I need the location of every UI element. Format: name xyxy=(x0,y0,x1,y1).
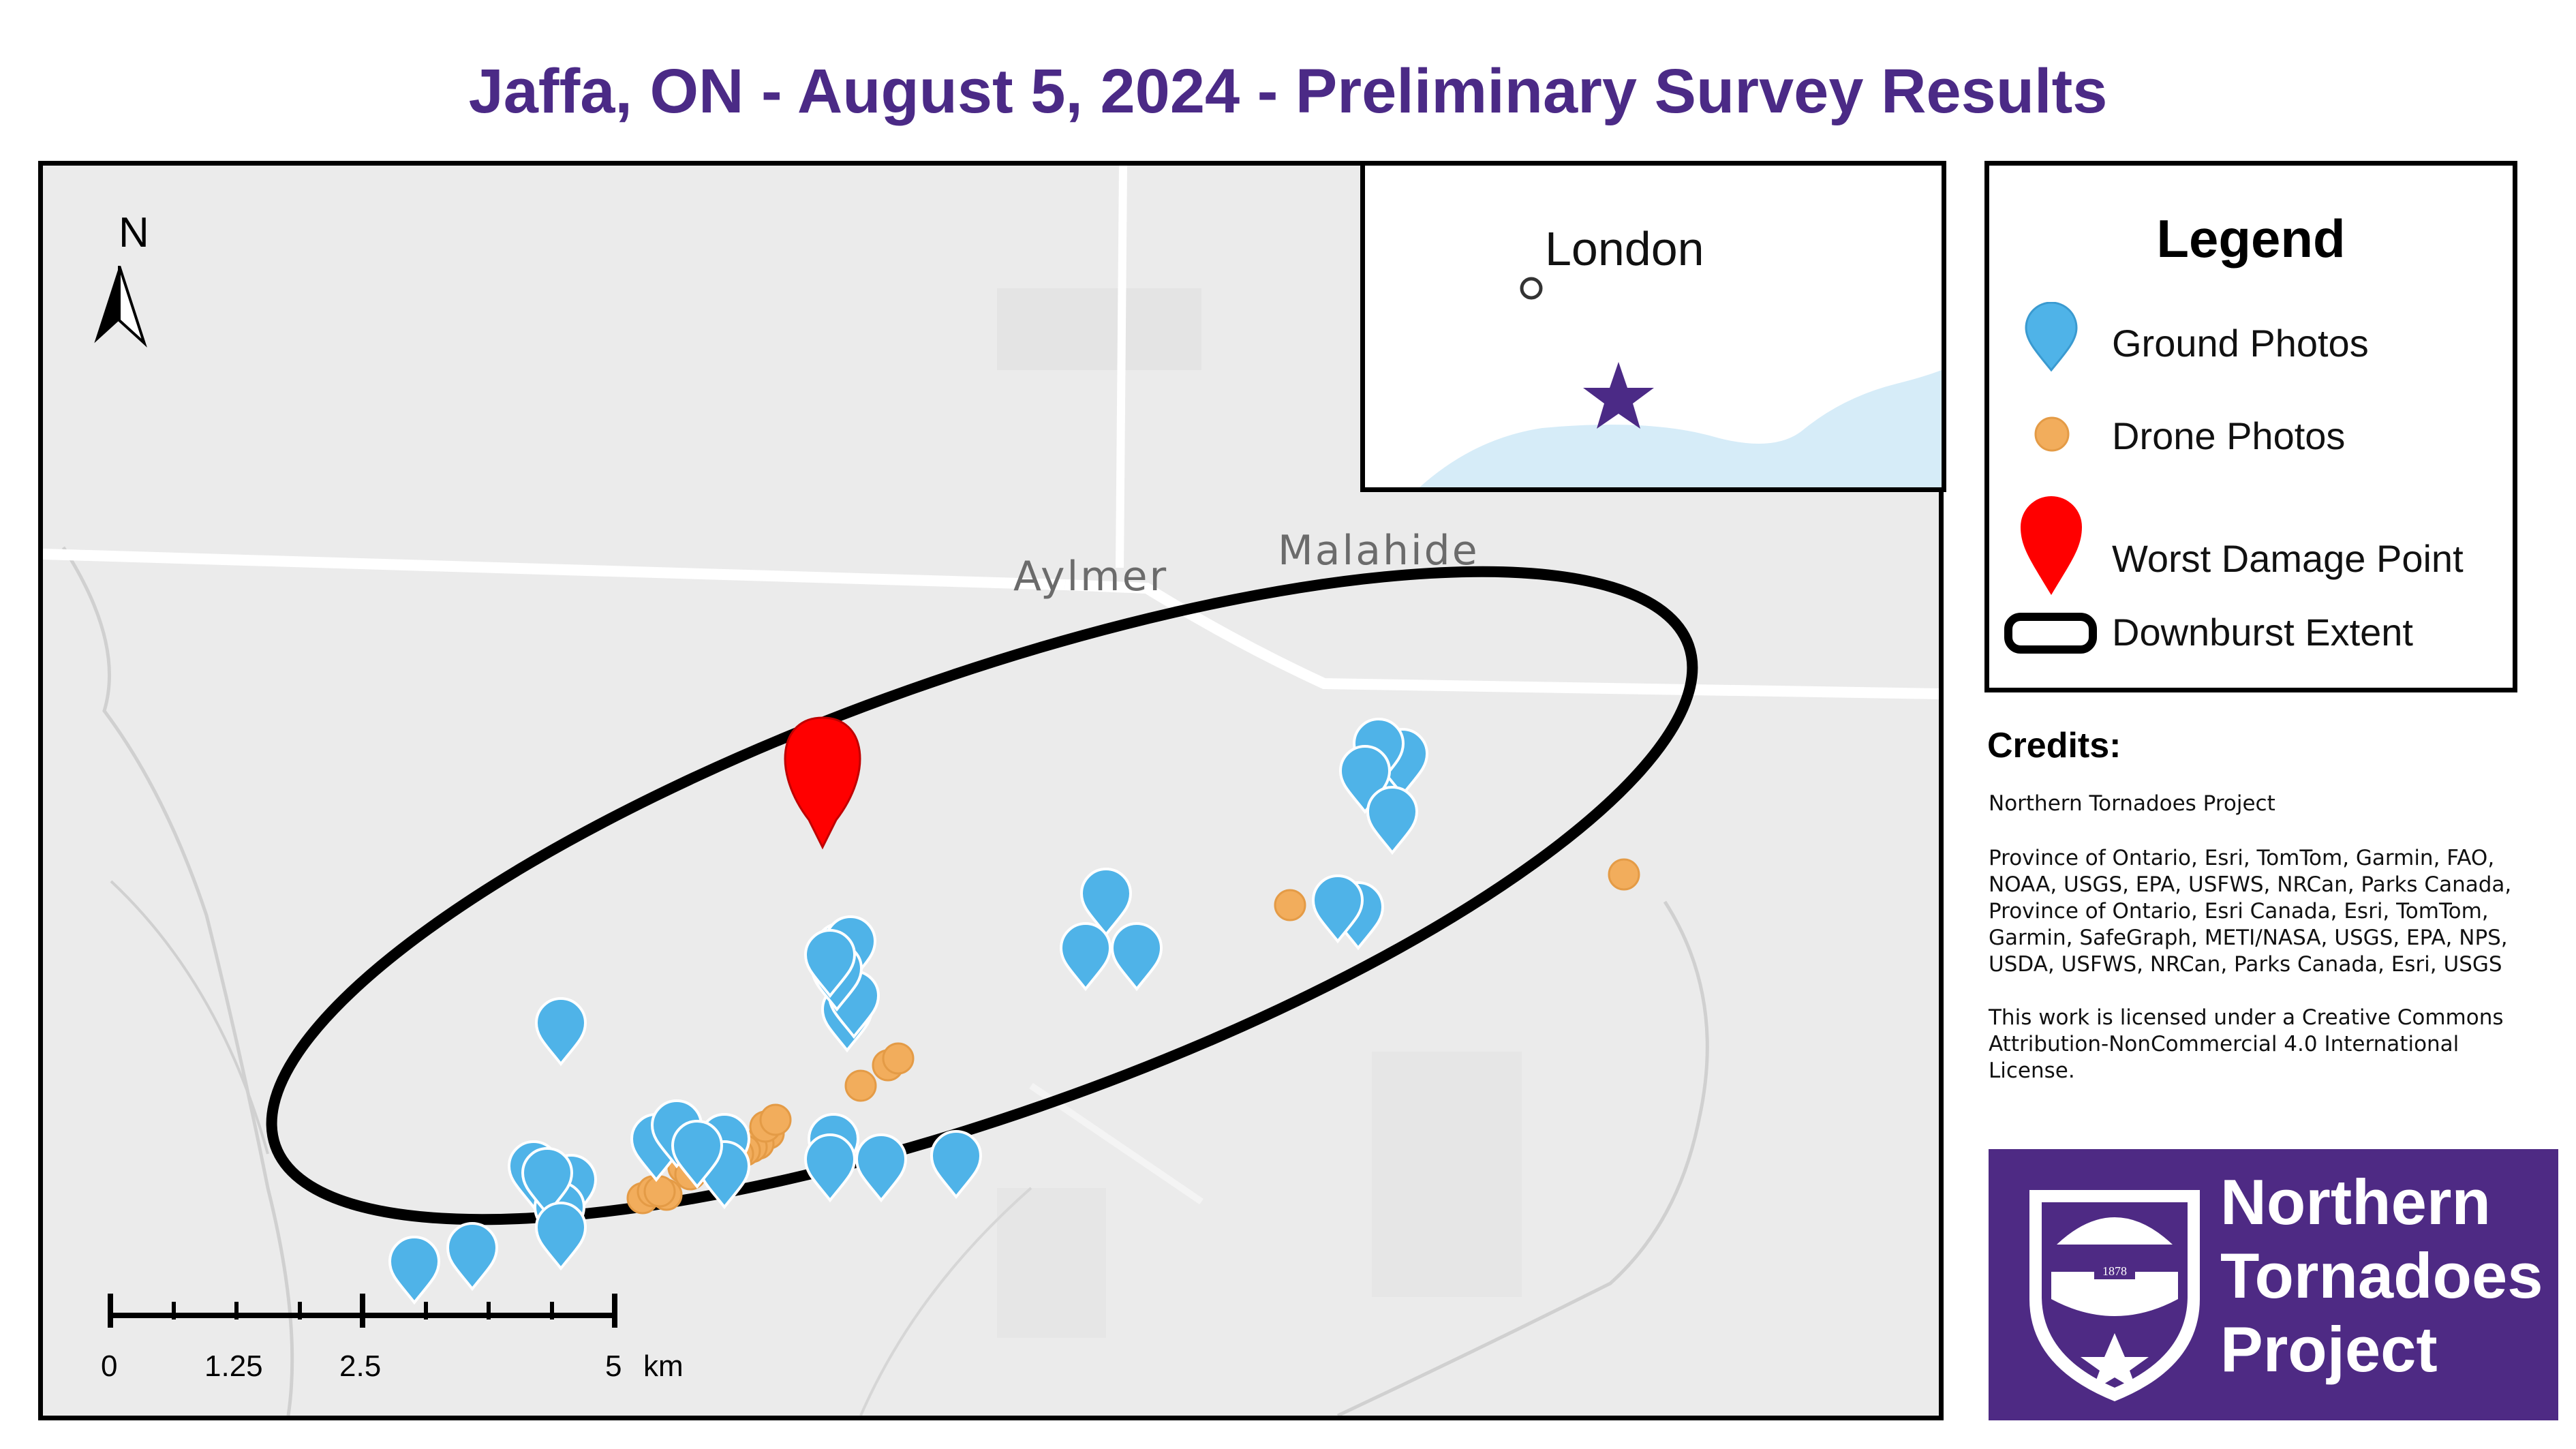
north-label: N xyxy=(119,209,149,256)
drone-photo-marker[interactable] xyxy=(759,1103,792,1136)
north-arrow-icon xyxy=(94,266,147,348)
credits-line-2: Province of Ontario, Esri, TomTom, Garmi… xyxy=(1989,846,2512,977)
scale-label-1-25: 1.25 xyxy=(204,1349,263,1383)
logo-text-project: Project xyxy=(2220,1313,2438,1385)
ground-photo-marker[interactable] xyxy=(855,1133,908,1203)
credits-line-3: This work is licensed under a Creative C… xyxy=(1989,1005,2504,1083)
ground-photo-marker[interactable] xyxy=(1311,874,1364,944)
place-label-aylmer: Aylmer xyxy=(1013,553,1169,600)
ground-photo-marker[interactable] xyxy=(1110,922,1163,992)
map-title: Jaffa, ON - August 5, 2024 - Preliminary… xyxy=(468,57,2108,126)
scale-label-2-5: 2.5 xyxy=(339,1349,382,1383)
downburst-extent-outline xyxy=(266,566,1698,1225)
legend-label-extent: Downburst Extent xyxy=(2112,611,2413,654)
worst-damage-point-marker xyxy=(784,716,861,850)
scale-label-5: 5 xyxy=(605,1349,622,1383)
drone-photo-marker[interactable] xyxy=(643,1175,676,1208)
legend-label-drone: Drone Photos xyxy=(2112,414,2346,457)
drone-photo-marker[interactable] xyxy=(1608,858,1640,891)
locator-inset-map: London xyxy=(1360,161,1946,492)
crest-year: 1878 xyxy=(2102,1264,2127,1278)
credits-line-1: Northern Tornadoes Project xyxy=(1989,791,2275,816)
legend-label-worst: Worst Damage Point xyxy=(2112,537,2464,580)
event-star-icon xyxy=(1583,362,1654,429)
scale-label-km: km xyxy=(643,1349,684,1383)
ground-photo-marker[interactable] xyxy=(446,1222,499,1292)
inset-city-label: London xyxy=(1545,222,1704,275)
ntp-logo: 1878 Northern Tornadoes Project xyxy=(1989,1149,2558,1420)
ground-photo-marker[interactable] xyxy=(521,1147,574,1217)
legend-label-ground: Ground Photos xyxy=(2112,322,2369,365)
university-crest-icon: 1878 xyxy=(2029,1190,2200,1401)
credits-title: Credits: xyxy=(1987,726,2121,765)
place-label-malahide: Malahide xyxy=(1278,527,1479,575)
blue-pin-icon xyxy=(2025,302,2078,372)
logo-text-northern: Northern xyxy=(2220,1166,2491,1238)
orange-dot-icon xyxy=(2034,416,2070,452)
scale-label-0: 0 xyxy=(101,1349,118,1383)
ground-photo-marker[interactable] xyxy=(1366,786,1419,855)
red-pin-icon xyxy=(2021,496,2082,595)
drone-photo-marker[interactable] xyxy=(882,1042,915,1075)
ground-photo-marker[interactable] xyxy=(534,997,587,1067)
drone-photo-marker[interactable] xyxy=(844,1069,877,1102)
ground-photo-marker[interactable] xyxy=(671,1120,724,1189)
inset-basemap xyxy=(1365,166,1942,487)
drone-photo-marker[interactable] xyxy=(1274,889,1306,921)
ground-photo-marker[interactable] xyxy=(1079,868,1133,937)
london-point xyxy=(1520,277,1543,300)
ground-photo-marker[interactable] xyxy=(930,1130,983,1200)
scale-bar xyxy=(108,1294,617,1328)
black-outline-icon xyxy=(2004,613,2097,654)
ground-photo-marker[interactable] xyxy=(388,1236,441,1305)
ground-photo-marker[interactable] xyxy=(803,1133,857,1203)
logo-text-tornadoes: Tornadoes xyxy=(2220,1240,2543,1311)
legend-panel: Legend Ground Photos Drone Photos Worst … xyxy=(1984,161,2517,692)
ground-photo-marker[interactable] xyxy=(1059,922,1112,992)
ground-photo-marker[interactable] xyxy=(803,929,857,998)
ground-photo-marker[interactable] xyxy=(534,1202,587,1271)
legend-title: Legend xyxy=(2156,209,2346,269)
